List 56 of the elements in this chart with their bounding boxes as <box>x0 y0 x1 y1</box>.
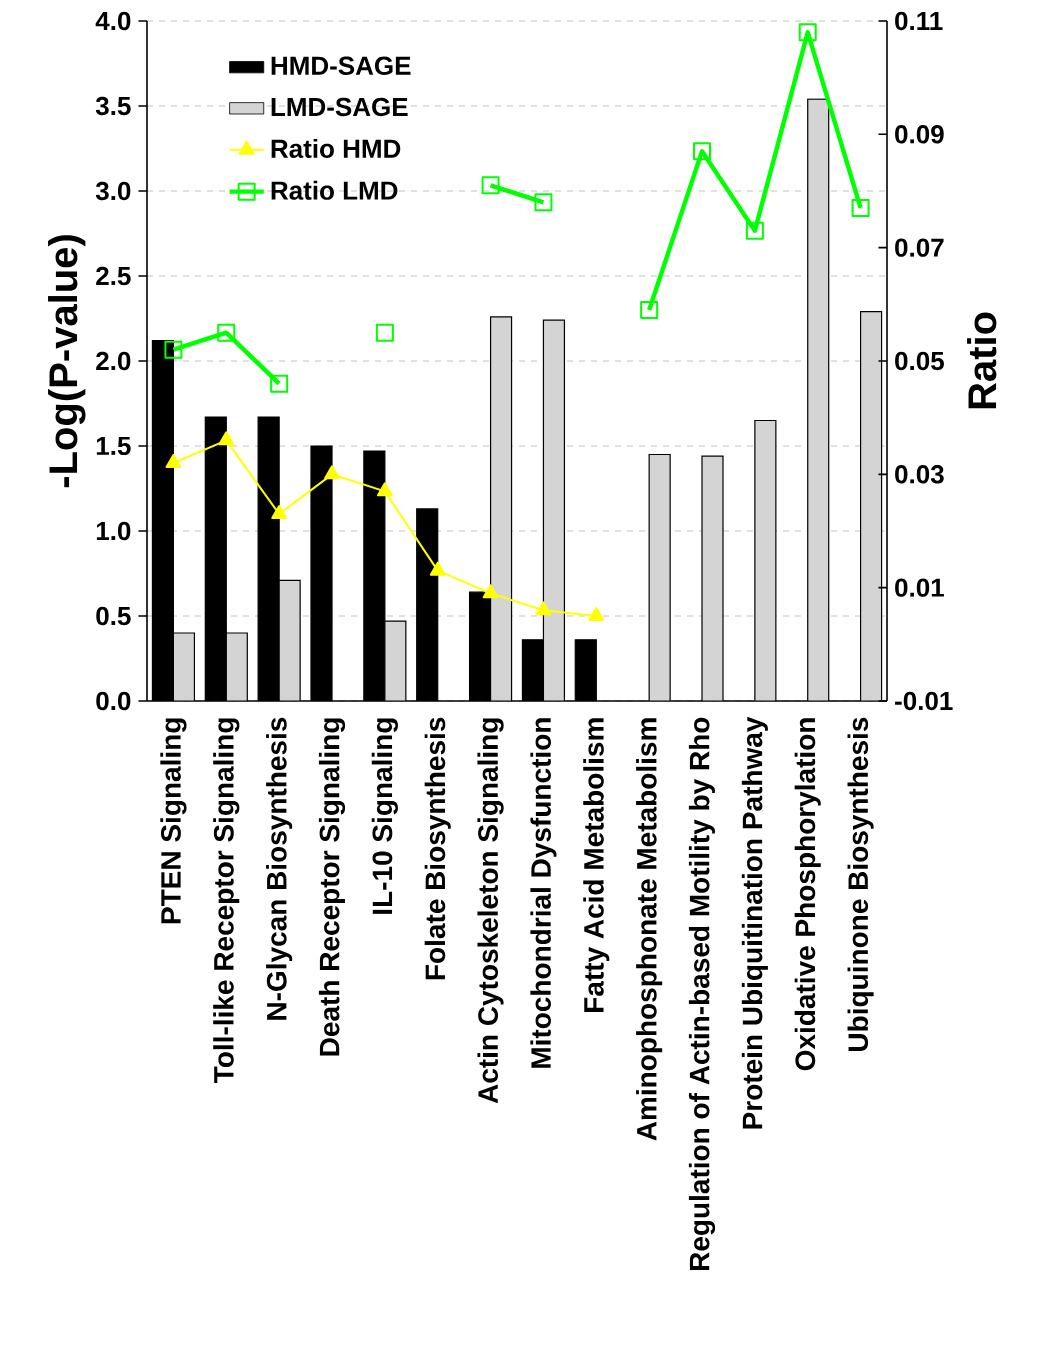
point <box>745 221 764 240</box>
point <box>376 482 393 497</box>
x-tick-label: N-Glycan Biosynthesis <box>266 717 293 1020</box>
point <box>429 561 446 576</box>
legend-label: LMD-SAGE <box>271 97 408 117</box>
y-axis-title: -Log(P-value) <box>48 235 86 488</box>
x-tick-label: Oxidative Phosphorylation <box>794 718 821 1071</box>
y2-tick-label: 0.07 <box>895 238 944 257</box>
y-tick-label: 4.0 <box>95 11 131 31</box>
point <box>324 465 340 480</box>
point <box>851 198 870 217</box>
y2-tick-label: 0.05 <box>895 351 944 371</box>
point <box>535 601 552 616</box>
point <box>640 300 659 319</box>
point <box>534 193 553 212</box>
y-tick-label: 2.5 <box>96 266 131 286</box>
x-tick-label: Fatty Acid Metabolism <box>583 718 610 1012</box>
x-tick-label: Toll-like Receptor Signaling <box>213 718 240 1083</box>
point <box>482 584 499 599</box>
y-tick-label: 0.0 <box>96 691 131 711</box>
y2-tick-label: 0.11 <box>895 11 943 31</box>
y2-tick-label: 0.03 <box>895 465 944 484</box>
y-tick-label: 3.5 <box>95 96 131 116</box>
y-tick-label: 0.5 <box>96 606 131 626</box>
y-tick-label: 1.5 <box>96 436 131 456</box>
x-tick-label: IL-10 Signaling <box>371 718 398 914</box>
x-tick-label: Mitochondrial Dysfunction <box>530 718 557 1068</box>
x-tick-label: Regulation of Actin-based Motility by Rho <box>688 717 716 1271</box>
x-tick-label: Death Receptor Signaling <box>318 718 346 1056</box>
point <box>375 323 394 342</box>
point <box>693 142 711 161</box>
point <box>218 431 235 446</box>
legend-label: HMD-SAGE <box>271 56 411 75</box>
y-tick-label: 3.0 <box>95 181 131 201</box>
x-tick-label: Protein Ubiquitination Pathway <box>741 716 768 1129</box>
legend-label: Ratio HMD <box>271 138 401 158</box>
x-tick-label: Folate Biosynthesis <box>424 717 451 980</box>
point <box>588 606 605 621</box>
point <box>217 323 236 342</box>
point <box>481 176 500 195</box>
point <box>270 374 289 393</box>
y2-axis-title: Ratio <box>967 312 997 409</box>
point <box>798 23 817 42</box>
x-tick-label: Ubiquinone Biosynthesis <box>847 717 874 1051</box>
x-tick-label: PTEN Signaling <box>160 718 187 924</box>
y-tick-label: 1.0 <box>96 521 131 541</box>
x-tick-label: Aminophosphonate Metabolism <box>636 718 663 1141</box>
y2-tick-label: 0.01 <box>895 578 944 597</box>
y2-tick-label: 0.09 <box>895 125 944 144</box>
y2-tick-label: -0.01 <box>895 691 953 711</box>
point <box>165 453 182 468</box>
y-tick-label: 2.0 <box>96 351 131 371</box>
legend-label: Ratio LMD <box>271 180 398 200</box>
x-tick-label: Actin Cytoskeleton Signaling <box>477 718 504 1104</box>
point <box>164 340 183 359</box>
point <box>271 504 288 519</box>
